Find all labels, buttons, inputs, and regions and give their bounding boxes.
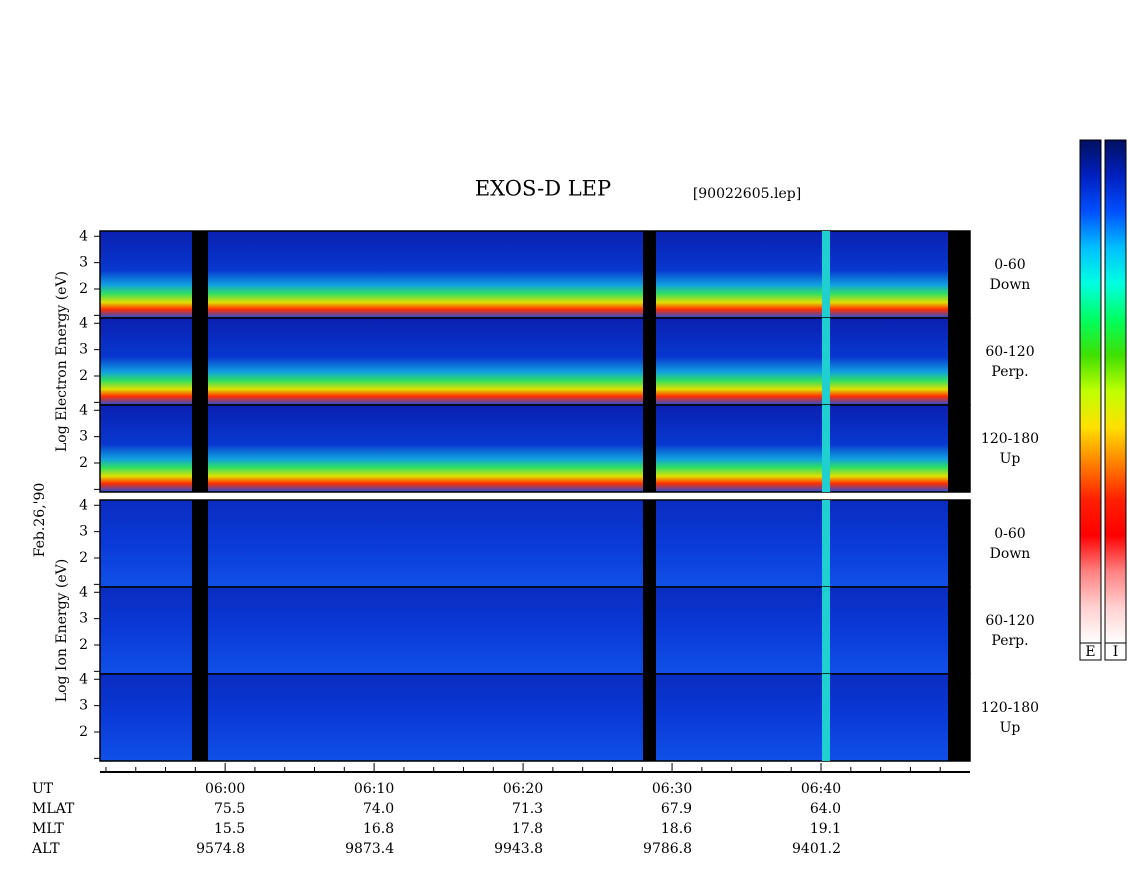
pitch-angle-label: 120-180 <box>981 431 1039 447</box>
y-tick-label: 3 <box>79 524 88 540</box>
ephemeris-value: 64.0 <box>810 801 841 817</box>
calibration-strip <box>822 231 830 318</box>
row-label: UT <box>32 781 54 797</box>
y-tick-label: 4 <box>79 584 88 600</box>
data-gap <box>948 587 970 674</box>
y-tick-label: 2 <box>79 368 88 384</box>
calibration-strip <box>822 318 830 405</box>
data-gap <box>643 231 656 318</box>
ephemeris-value: 19.1 <box>810 821 841 837</box>
x-tick-label: 06:00 <box>205 781 245 797</box>
calibration-strip <box>822 674 830 761</box>
ephemeris-value: 16.8 <box>363 821 394 837</box>
row-label: MLAT <box>32 801 75 817</box>
calibration-strip <box>822 500 830 587</box>
data-gap <box>643 587 656 674</box>
calibration-strip <box>822 587 830 674</box>
x-tick-label: 06:10 <box>354 781 394 797</box>
direction-label: Perp. <box>991 364 1028 380</box>
spectrogram-panel <box>99 586 971 675</box>
colorbar <box>1104 139 1127 644</box>
y-axis-label: Log Electron Energy (eV) <box>54 271 70 452</box>
ephemeris-value: 9574.8 <box>196 841 245 857</box>
spectrogram-panel <box>99 673 971 762</box>
colorbar-label-box <box>1104 642 1127 661</box>
data-gap <box>948 674 970 761</box>
y-tick-label: 4 <box>79 228 88 244</box>
chart-title: EXOS-D LEP <box>475 177 611 201</box>
direction-label: Down <box>990 546 1031 562</box>
file-name: [90022605.lep] <box>693 186 801 202</box>
pitch-angle-label: 60-120 <box>985 613 1034 629</box>
ephemeris-value: 71.3 <box>512 801 543 817</box>
data-gap <box>948 231 970 318</box>
data-gap <box>192 674 208 761</box>
data-gap <box>643 318 656 405</box>
spectrogram-panel <box>99 404 971 493</box>
y-tick-label: 2 <box>79 550 88 566</box>
colorbar-label-box <box>1079 642 1102 661</box>
ephemeris-value: 9943.8 <box>494 841 543 857</box>
ephemeris-value: 74.0 <box>363 801 394 817</box>
ephemeris-value: 75.5 <box>214 801 245 817</box>
direction-label: Down <box>990 277 1031 293</box>
spectrogram-panel <box>99 499 971 588</box>
pitch-angle-label: 0-60 <box>994 526 1025 542</box>
ephemeris-value: 9873.4 <box>345 841 394 857</box>
y-tick-label: 2 <box>79 637 88 653</box>
data-gap <box>192 500 208 587</box>
data-gap <box>948 500 970 587</box>
data-gap <box>643 405 656 492</box>
data-gap <box>948 405 970 492</box>
spectrogram-panel <box>99 317 971 406</box>
x-tick-label: 06:20 <box>503 781 543 797</box>
y-tick-label: 3 <box>79 611 88 627</box>
y-tick-label: 2 <box>79 281 88 297</box>
ephemeris-value: 17.8 <box>512 821 543 837</box>
ephemeris-value: 18.6 <box>661 821 692 837</box>
direction-label: Up <box>1000 451 1021 467</box>
data-gap <box>643 674 656 761</box>
y-tick-label: 4 <box>79 402 88 418</box>
pitch-angle-label: 120-180 <box>981 700 1039 716</box>
ephemeris-value: 9401.2 <box>792 841 841 857</box>
data-gap <box>948 318 970 405</box>
y-axis-label: Log Ion Energy (eV) <box>54 559 70 702</box>
pitch-angle-label: 60-120 <box>985 344 1034 360</box>
direction-label: Up <box>1000 720 1021 736</box>
row-label: ALT <box>31 841 60 857</box>
data-gap <box>192 405 208 492</box>
colorbar-label: E <box>1085 644 1095 660</box>
y-tick-label: 4 <box>79 671 88 687</box>
y-tick-label: 3 <box>79 255 88 271</box>
row-label: MLT <box>32 821 64 837</box>
ephemeris-value: 67.9 <box>661 801 692 817</box>
ephemeris-value: 9786.8 <box>643 841 692 857</box>
pitch-angle-label: 0-60 <box>994 257 1025 273</box>
y-tick-label: 4 <box>79 315 88 331</box>
y-tick-label: 3 <box>79 429 88 445</box>
x-tick-label: 06:40 <box>801 781 841 797</box>
data-gap <box>192 318 208 405</box>
calibration-strip <box>822 405 830 492</box>
ephemeris-value: 15.5 <box>214 821 245 837</box>
data-gap <box>192 587 208 674</box>
y-tick-label: 2 <box>79 455 88 471</box>
direction-label: Perp. <box>991 633 1028 649</box>
colorbar <box>1079 139 1102 644</box>
y-tick-label: 2 <box>79 724 88 740</box>
data-gap <box>192 231 208 318</box>
data-gap <box>643 500 656 587</box>
y-tick-label: 3 <box>79 698 88 714</box>
colorbar-label: I <box>1113 644 1119 660</box>
date-label: Feb.26,'90 <box>32 483 48 558</box>
y-tick-label: 3 <box>79 342 88 358</box>
x-tick-label: 06:30 <box>652 781 692 797</box>
spectrogram-panel <box>99 230 971 319</box>
y-tick-label: 4 <box>79 497 88 513</box>
